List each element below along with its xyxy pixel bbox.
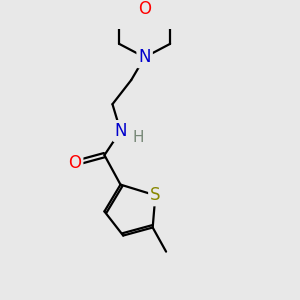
Text: H: H <box>132 130 144 145</box>
Text: S: S <box>150 186 160 204</box>
Text: O: O <box>68 154 81 172</box>
Text: N: N <box>114 122 127 140</box>
Text: O: O <box>138 0 151 18</box>
Text: N: N <box>138 48 151 66</box>
